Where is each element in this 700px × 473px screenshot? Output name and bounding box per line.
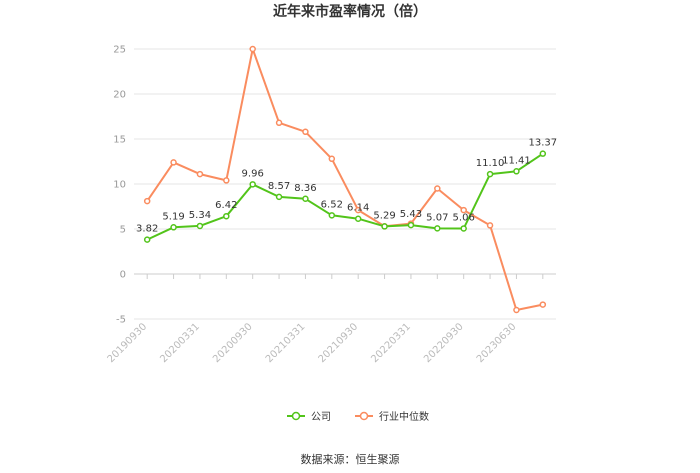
x-tick-label: 20220331	[369, 321, 413, 365]
series-point-0[interactable]	[223, 212, 230, 220]
data-source: 数据来源：恒生聚源	[301, 452, 400, 466]
series-point-0[interactable]	[486, 170, 494, 178]
series-point-0[interactable]	[407, 221, 415, 229]
series-point-1[interactable]	[486, 222, 494, 229]
series-point-1[interactable]	[434, 185, 441, 192]
data-label: 3.82	[136, 224, 158, 235]
data-label: 6.14	[347, 203, 369, 214]
data-label: 11.41	[502, 155, 531, 166]
series-point-1[interactable]	[249, 45, 256, 53]
grid-lines	[134, 48, 556, 320]
data-label: 5.43	[400, 209, 422, 220]
series-point-0[interactable]	[328, 212, 336, 219]
data-label: 9.96	[242, 168, 264, 179]
series-point-0[interactable]	[196, 222, 204, 230]
series-point-1[interactable]	[302, 128, 309, 136]
legend-label-1[interactable]: 行业中位数	[379, 410, 429, 423]
series-point-0[interactable]	[460, 225, 467, 232]
series-point-1[interactable]	[196, 170, 204, 178]
x-tick-label: 20190930	[106, 321, 150, 365]
data-label: 8.57	[268, 181, 290, 192]
y-tick-label: 10	[113, 180, 126, 191]
y-tick-label: 0	[120, 270, 126, 281]
x-axis: 20190930 20200331 20200930 20210331 20210930…	[106, 274, 544, 365]
series-point-1[interactable]	[328, 155, 336, 163]
series-point-0[interactable]	[302, 195, 309, 203]
series-point-0[interactable]	[434, 225, 441, 232]
series-point-0[interactable]	[539, 150, 547, 157]
data-label: 5.06	[453, 212, 475, 223]
x-tick-label: 20210331	[264, 321, 308, 365]
series-point-1[interactable]	[460, 206, 467, 214]
series-point-1[interactable]	[223, 177, 230, 184]
legend-marker-0[interactable]	[291, 411, 301, 421]
x-tick-label: 20220930	[422, 321, 466, 365]
series-line-1	[146, 48, 544, 311]
y-tick-label: -5	[116, 315, 126, 326]
chart-title: 近年来市盈率情况（倍）	[273, 3, 427, 20]
data-label: 6.42	[215, 200, 237, 211]
plot-area: 3.82 5.19 5.34 6.42 9.96 8.57 8.36 6.52 6.14 5.29…	[136, 45, 557, 314]
series-point-0[interactable]	[381, 223, 388, 230]
y-axis-ticks: -5 0 5 10 15 20 25	[113, 45, 126, 326]
data-label: 6.52	[321, 199, 343, 210]
legend-marker-1[interactable]	[359, 411, 369, 421]
data-label: 5.19	[162, 211, 184, 222]
y-tick-label: 15	[113, 135, 126, 146]
series-point-1[interactable]	[275, 119, 283, 127]
series-point-0[interactable]	[513, 168, 520, 175]
x-tick-label: 20230630	[475, 321, 519, 365]
y-tick-label: 5	[120, 225, 126, 236]
series-point-1[interactable]	[354, 206, 362, 214]
series-point-0[interactable]	[143, 236, 151, 243]
data-label: 11.10	[476, 158, 505, 169]
series-point-1[interactable]	[170, 159, 177, 166]
legend[interactable]: 公司 行业中位数	[287, 410, 429, 423]
x-tick-label: 20200930	[211, 321, 255, 365]
series-point-0[interactable]	[170, 224, 177, 231]
x-tick-label: 20210930	[317, 321, 361, 365]
series-point-0[interactable]	[354, 215, 362, 222]
series-line-0	[146, 152, 544, 241]
x-tick-label: 20200331	[158, 321, 202, 365]
data-label: 5.34	[189, 210, 211, 221]
data-label: 5.07	[426, 212, 448, 223]
series-point-0[interactable]	[275, 193, 283, 201]
series-point-1[interactable]	[143, 197, 151, 205]
y-tick-label: 25	[113, 45, 126, 56]
data-label: 8.36	[294, 183, 316, 194]
data-label: 5.29	[373, 210, 395, 221]
data-label: 13.37	[528, 138, 557, 149]
series-point-0[interactable]	[249, 181, 256, 188]
y-tick-label: 20	[113, 90, 126, 101]
series-point-1[interactable]	[513, 306, 520, 314]
legend-label-0[interactable]: 公司	[311, 412, 331, 423]
series-point-1[interactable]	[539, 301, 547, 308]
